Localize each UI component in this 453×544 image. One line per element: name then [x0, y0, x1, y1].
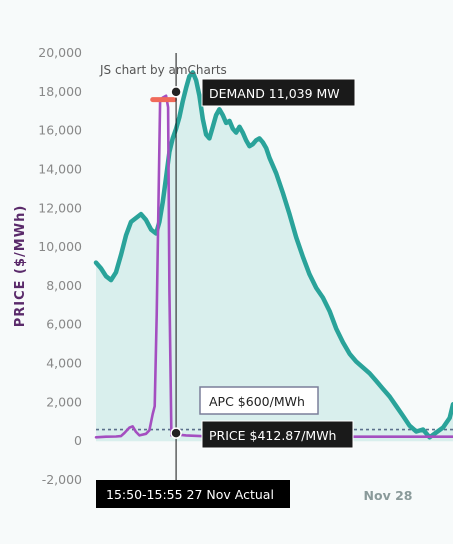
y-tick-label: 10,000: [38, 239, 82, 254]
price-tooltip-text: PRICE $412.87/MWh: [209, 428, 336, 443]
y-tick-label: 6,000: [46, 317, 82, 332]
demand-cursor-dot: [170, 86, 182, 98]
y-axis-title: PRICE ($/MWh): [13, 205, 28, 328]
price-tooltip: PRICE $412.87/MWh: [201, 420, 354, 449]
y-tick-label: 14,000: [38, 161, 82, 176]
y-tick-label: 0: [74, 433, 82, 448]
y-tick-label: 4,000: [46, 356, 82, 371]
apc-tooltip: APC $600/MWh: [199, 386, 319, 415]
y-tick-label: 16,000: [38, 123, 82, 138]
y-tick-label: 8,000: [46, 278, 82, 293]
x-tick-label: Nov 28: [364, 488, 413, 503]
y-tick-label: 12,000: [38, 200, 82, 215]
demand-area: [96, 72, 453, 442]
y-tick-label: -2,000: [42, 472, 82, 487]
demand-area-fill: [96, 72, 453, 442]
y-tick-label: 20,000: [38, 45, 82, 60]
cursor: [170, 53, 182, 480]
y-axis: -2,000 0 2,000 4,000 6,000 8,000 10,000 12,000 1…: [38, 45, 82, 487]
y-tick-label: 18,000: [38, 84, 82, 99]
demand-tooltip: DEMAND 11,039 MW: [201, 78, 356, 107]
cursor-x-label: 15:50-15:55 27 Nov Actual: [96, 480, 290, 508]
demand-tooltip-text: DEMAND 11,039 MW: [209, 86, 340, 101]
price-cursor-dot: [170, 427, 182, 439]
apc-label: APC $600/MWh: [209, 394, 305, 409]
cursor-x-label-text: 15:50-15:55 27 Nov Actual: [106, 487, 274, 502]
y-tick-label: 2,000: [46, 394, 82, 409]
chart-credit[interactable]: JS chart by amCharts: [99, 63, 227, 77]
